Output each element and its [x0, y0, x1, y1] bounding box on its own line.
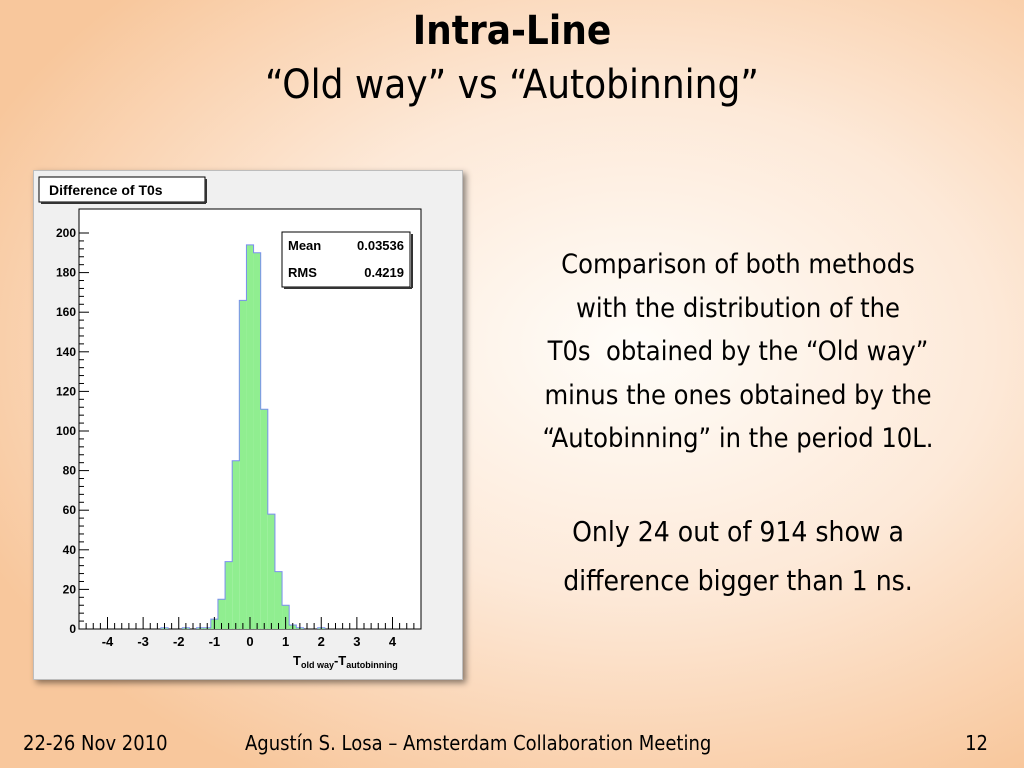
- x-tick-label: 1: [282, 634, 289, 649]
- y-tick-label: 100: [56, 424, 76, 438]
- y-tick-label: 80: [63, 464, 77, 478]
- histogram-figure: Difference of T0s 0 20 40 60 80 100 120 140 160 1…: [33, 170, 463, 680]
- histogram-bar: [225, 561, 233, 629]
- y-tick-label: 180: [56, 266, 76, 280]
- description-text: Comparison of both methods with the dist…: [488, 243, 988, 461]
- summary-line: difference bigger than 1 ns.: [563, 564, 913, 597]
- y-tick-label: 160: [56, 305, 76, 319]
- histogram-bar: [260, 409, 268, 629]
- y-tick-label: 120: [56, 384, 76, 398]
- footer-date: 22-26 Nov 2010: [23, 731, 168, 755]
- x-axis-label: Told way-Tautobinning: [293, 653, 398, 670]
- description-line: “Autobinning” in the period 10L.: [542, 423, 934, 454]
- footer-page-number: 12: [965, 731, 988, 755]
- histogram-chart: Difference of T0s 0204060801001201401601…: [38, 176, 422, 670]
- y-tick-label: 140: [56, 345, 76, 359]
- footer-author-event: Agustín S. Losa – Amsterdam Collaboratio…: [245, 731, 712, 755]
- x-tick-label: 4: [389, 634, 397, 649]
- histogram-bar: [267, 514, 275, 629]
- chart-title: Difference of T0s: [49, 182, 163, 198]
- description-line: with the distribution of the: [576, 292, 900, 324]
- histogram-bar: [232, 460, 240, 629]
- axes: 0 20 40 60 80 100 120 140 160 180 200 -4 -3 -2 -1 0 1 2 3 4: [56, 226, 415, 649]
- slide-subtitle: “Old way” vs “Autobinning”: [265, 62, 759, 108]
- histogram-bar: [274, 571, 283, 629]
- histogram-bar: [253, 252, 261, 630]
- description-line: T0s obtained by the “Old way”: [547, 336, 929, 367]
- description-line: Comparison of both methods: [561, 249, 915, 280]
- stats-box: Mean 0.03536 RMS 0.4219: [281, 231, 413, 289]
- chart-title-box: [38, 176, 206, 203]
- stats-rms-label: RMS: [288, 265, 317, 280]
- x-tick-label: 3: [353, 634, 360, 649]
- summary-text: Only 24 out of 914 show a difference big…: [488, 507, 988, 605]
- x-tick-label: -1: [209, 634, 221, 649]
- histogram-bar: [246, 244, 254, 629]
- x-tick-label: 0: [246, 634, 253, 649]
- histogram-bar: [239, 300, 247, 629]
- stats-rms-value: 0.4219: [364, 265, 404, 280]
- histogram-bar: [217, 599, 226, 629]
- slide-title: Intra-Line: [412, 8, 612, 54]
- y-tick-label: 0: [69, 622, 76, 636]
- x-tick-label: -2: [173, 634, 185, 649]
- y-tick-label: 200: [56, 226, 76, 240]
- x-tick-label: -3: [137, 634, 149, 649]
- stats-mean-label: Mean: [288, 238, 321, 253]
- y-tick-label: 20: [63, 582, 77, 596]
- description-line: minus the ones obtained by the: [544, 379, 932, 411]
- summary-line: Only 24 out of 914 show a: [572, 515, 904, 548]
- x-tick-label: 2: [318, 634, 325, 649]
- y-tick-label: 60: [63, 503, 77, 517]
- y-tick-label: 40: [63, 543, 77, 557]
- x-tick-label: -4: [102, 634, 114, 649]
- stats-mean-value: 0.03536: [357, 238, 404, 253]
